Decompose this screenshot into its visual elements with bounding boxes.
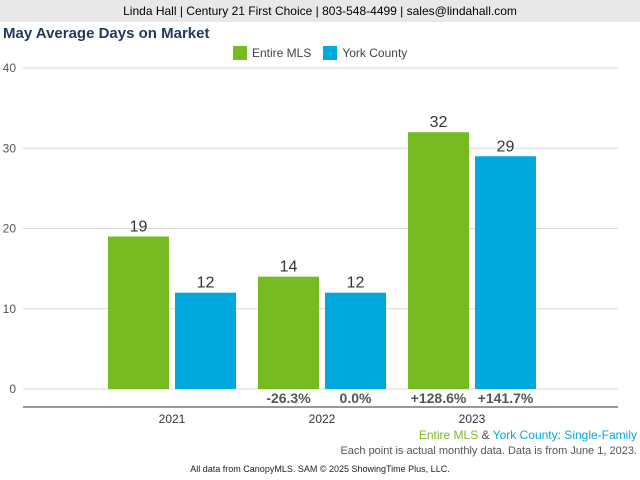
x-tick-label: 2022 (309, 412, 336, 426)
change-label: -26.3% (266, 390, 311, 406)
x-tick-label: 2021 (159, 412, 186, 426)
bar (408, 132, 469, 389)
footnote-entire-mls: Entire MLS (418, 428, 479, 442)
data-label: 14 (280, 259, 298, 276)
bar (108, 236, 169, 389)
legend-label-york-county: York County (342, 46, 408, 60)
x-tick-label: 2023 (459, 412, 486, 426)
data-label: 12 (347, 275, 365, 292)
y-tick-label: 10 (3, 302, 17, 316)
bar-chart: 0 10 20 30 40 2021 19 12 2022 14 -26.3% 12 0.0% 2023 3… (3, 61, 618, 426)
bar (325, 292, 386, 389)
source-credit: All data from CanopyMLS. SAM © 2025 Show… (190, 464, 450, 474)
legend-item-york-county[interactable]: York County (323, 46, 407, 60)
data-label: 19 (130, 219, 148, 236)
footnote-suffix: : Single-Family (557, 428, 637, 442)
chart-title: May Average Days on Market (3, 25, 210, 42)
y-tick-label: 30 (3, 141, 17, 155)
legend-item-entire-mls[interactable]: Entire MLS (233, 46, 311, 60)
series-footnote: Entire MLS & York County: Single-Family (419, 428, 637, 442)
y-tick-label: 20 (3, 222, 17, 236)
legend-swatch-entire-mls (233, 46, 247, 60)
bar (258, 276, 319, 389)
data-label: 12 (197, 275, 215, 292)
legend-label-entire-mls: Entire MLS (252, 46, 312, 60)
change-label: 0.0% (340, 390, 372, 406)
y-tick-label: 0 (9, 382, 16, 396)
change-label: +128.6% (411, 390, 467, 406)
data-label: 29 (497, 138, 515, 155)
contact-banner: Linda Hall | Century 21 First Choice | 8… (0, 0, 640, 22)
legend-swatch-york-county (323, 46, 338, 60)
y-tick-label: 40 (3, 61, 17, 75)
data-label: 32 (430, 114, 448, 131)
data-note: Each point is actual monthly data. Data … (340, 445, 637, 457)
bar (175, 292, 236, 389)
bar (475, 156, 536, 389)
change-label: +141.7% (478, 390, 534, 406)
footnote-amp: & (478, 428, 493, 442)
footnote-york-county: York County (492, 428, 558, 442)
legend: Entire MLS York County (233, 45, 419, 61)
